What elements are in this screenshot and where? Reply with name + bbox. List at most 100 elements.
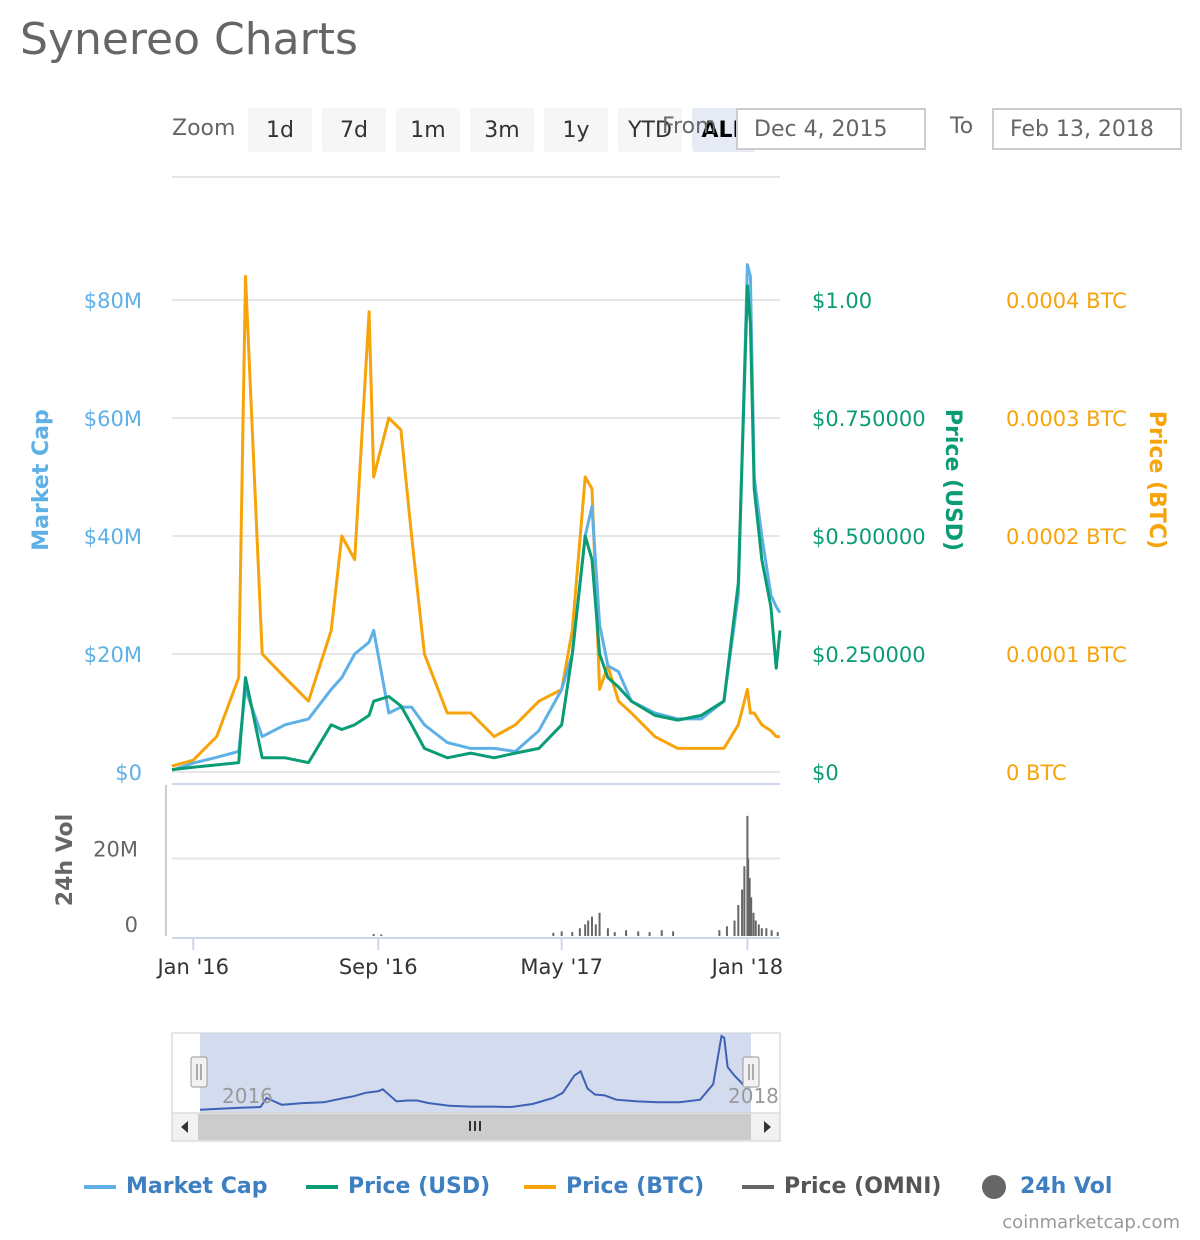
volume-bar: [648, 932, 651, 936]
x-tick-label: May '17: [520, 955, 603, 979]
x-tick-label: Sep '16: [339, 955, 418, 979]
price-usd-tick: $0.750000: [812, 407, 926, 431]
market-cap-tick: $40M: [84, 525, 142, 549]
volume-bar: [752, 912, 755, 936]
legend-price-omni-label: Price (OMNI): [784, 1174, 942, 1199]
volume-bar: [748, 877, 751, 936]
volume-bar: [560, 931, 563, 936]
volume-bar: [587, 920, 590, 936]
volume-bar: [613, 932, 616, 936]
legend-24h-vol-label: 24h Vol: [1020, 1174, 1113, 1199]
price-btc-tick: 0 BTC: [1006, 761, 1067, 785]
price-usd-tick: $0.500000: [812, 525, 926, 549]
legend-price-btc[interactable]: Price (BTC): [524, 1174, 704, 1199]
volume-bar: [598, 912, 601, 936]
to-label: To: [950, 114, 974, 139]
market-cap-swatch: [84, 1184, 116, 1189]
volume-bar: [372, 934, 375, 936]
volume-tick-labels: 0 20M: [93, 838, 138, 938]
volume-tick: 0: [125, 913, 138, 937]
volume-bar: [743, 866, 746, 936]
navigator-series: [199, 1034, 752, 1111]
navigator-left-handle[interactable]: [190, 1056, 208, 1088]
price-btc-tick: 0.0002 BTC: [1006, 525, 1127, 549]
legend-price-omni[interactable]: Price (OMNI): [742, 1174, 941, 1199]
volume-bar: [606, 928, 609, 936]
price-btc-axis-title: Price (BTC): [1144, 411, 1169, 549]
x-tick-labels: Jan '16 Sep '16 May '17 Jan '18: [155, 938, 783, 979]
zoom-ytd-button[interactable]: YTD: [618, 108, 682, 152]
volume-bar: [760, 928, 763, 936]
volume-bar: [750, 897, 753, 936]
volume-bars: [372, 815, 779, 936]
volume-bar: [590, 916, 593, 936]
market-cap-tick: $60M: [84, 407, 142, 431]
zoom-1d-button[interactable]: 1d: [248, 108, 312, 152]
price-btc-tick: 0.0001 BTC: [1006, 643, 1127, 667]
market-cap-tick: $20M: [84, 643, 142, 667]
legend-market-cap-label: Market Cap: [126, 1174, 268, 1199]
price-btc-tick: 0.0003 BTC: [1006, 407, 1127, 431]
series-market-cap: [171, 263, 782, 772]
zoom-7d-button[interactable]: 7d: [322, 108, 386, 152]
price-omni-swatch: [742, 1184, 774, 1189]
to-date-input[interactable]: Feb 13, 2018: [992, 108, 1182, 150]
market-cap-tick: $80M: [84, 289, 142, 313]
volume-bar: [571, 932, 574, 936]
navigator[interactable]: 2016 2018: [171, 1032, 781, 1114]
volume-bar: [594, 924, 597, 936]
navigator-label-2018: 2018: [728, 1084, 779, 1108]
legend-market-cap[interactable]: Market Cap: [84, 1174, 267, 1199]
x-tick-label: Jan '18: [710, 955, 784, 979]
volume-axis-title: 24h Vol: [53, 814, 78, 906]
volume-bar: [733, 920, 736, 936]
main-grid: [172, 299, 780, 773]
zoom-1y-button[interactable]: 1y: [544, 108, 608, 152]
price-usd-tick: $1.00: [812, 289, 872, 313]
zoom-3m-button[interactable]: 3m: [470, 108, 534, 152]
market-cap-axis-title: Market Cap: [29, 409, 54, 550]
volume-bar: [578, 928, 581, 936]
from-label: From: [662, 114, 717, 139]
volume-bar: [637, 931, 640, 936]
volume-dot-icon: [982, 1174, 1006, 1199]
volume-bar: [770, 930, 773, 936]
price-usd-tick-labels: $0 $0.250000 $0.500000 $0.750000 $1.00: [812, 289, 926, 785]
zoom-1m-button[interactable]: 1m: [396, 108, 460, 152]
price-chart[interactable]: Market Cap Price (USD) Price (BTC) 24h V…: [0, 0, 1200, 1160]
series-price-btc: [171, 274, 780, 768]
volume-tick: 20M: [93, 838, 138, 862]
volume-bar: [725, 926, 728, 936]
series-price-usd: [171, 284, 782, 772]
page-title: Synereo Charts: [20, 14, 358, 65]
zoom-label: Zoom: [172, 116, 236, 141]
volume-bar: [737, 905, 740, 936]
legend-price-usd[interactable]: Price (USD): [306, 1174, 490, 1199]
volume-bar: [776, 932, 779, 936]
price-usd-tick: $0.250000: [812, 643, 926, 667]
scroll-left-arrow-icon[interactable]: [181, 1121, 188, 1133]
credits-link[interactable]: coinmarketcap.com: [1002, 1212, 1180, 1233]
volume-bar: [380, 934, 383, 936]
legend-24h-vol[interactable]: 24h Vol: [982, 1174, 1112, 1199]
volume-bar: [718, 930, 721, 936]
volume-bar: [552, 932, 555, 936]
scrollbar[interactable]: [171, 1112, 781, 1142]
navigator-selection[interactable]: [200, 1033, 751, 1113]
series-lines: [171, 263, 782, 772]
volume-bar: [584, 924, 587, 936]
legend-price-usd-label: Price (USD): [348, 1174, 491, 1199]
navigator-line: [199, 1034, 752, 1111]
price-usd-tick: $0: [812, 761, 839, 785]
volume-bar: [747, 858, 750, 936]
volume-bar: [672, 931, 675, 936]
market-cap-tick: $0: [115, 761, 142, 785]
price-usd-axis-title: Price (USD): [940, 409, 965, 551]
from-date-input[interactable]: Dec 4, 2015: [736, 108, 926, 150]
volume-bar: [625, 930, 628, 936]
volume-bar: [765, 928, 768, 936]
legend-price-btc-label: Price (BTC): [566, 1174, 705, 1199]
navigator-right-handle[interactable]: [742, 1056, 760, 1088]
scroll-right-arrow-icon[interactable]: [764, 1121, 771, 1133]
price-btc-tick-labels: 0 BTC 0.0001 BTC 0.0002 BTC 0.0003 BTC 0.000…: [1006, 289, 1127, 785]
